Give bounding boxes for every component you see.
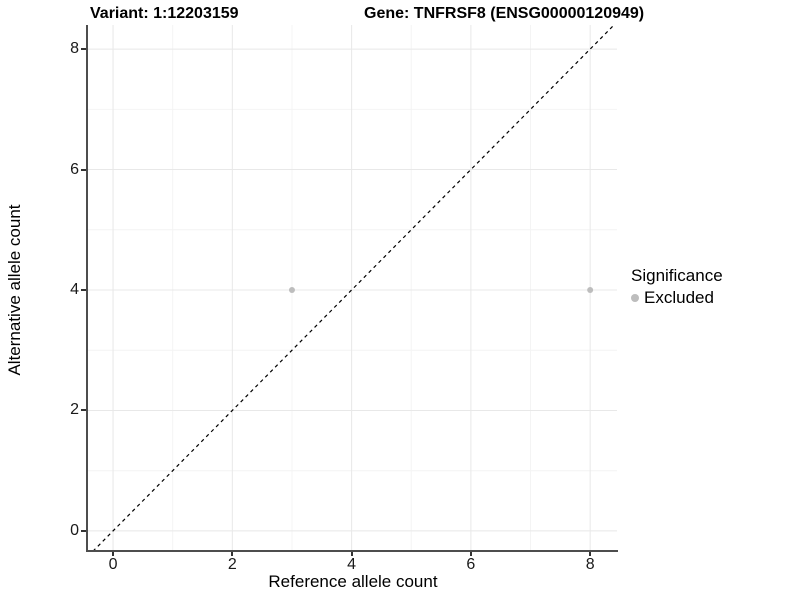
- y-tick-label: 6: [70, 160, 79, 178]
- y-tick-mark: [81, 529, 86, 532]
- y-tick-mark: [81, 48, 86, 51]
- legend-dot-icon: [631, 294, 639, 302]
- y-tick-label: 0: [70, 521, 79, 539]
- x-tick-label: 2: [227, 556, 237, 573]
- y-tick-mark: [81, 289, 86, 291]
- y-axis-title: Alternative allele count: [5, 204, 24, 376]
- plot-title-variant: Variant: 1:12203159: [90, 5, 239, 22]
- y-tick-label: 4: [70, 281, 79, 298]
- legend-title: Significance: [631, 266, 723, 285]
- legend: Significance Excluded: [631, 266, 723, 308]
- x-tick-label: 6: [466, 556, 476, 573]
- x-tick-label: 8: [585, 556, 595, 573]
- x-axis-title-text: Reference allele count: [268, 572, 438, 591]
- x-tick-mark: [112, 552, 115, 556]
- x-axis-title: Reference allele count: [0, 572, 800, 592]
- y-axis-line: [86, 25, 88, 552]
- identity-dashed-line: [91, 25, 615, 552]
- y-tick-label: 2: [70, 401, 79, 419]
- plot-panel: [88, 25, 617, 552]
- x-axis-line: [86, 550, 618, 552]
- data-point: [288, 287, 295, 294]
- data-point: [587, 287, 594, 294]
- legend-entry: Excluded: [631, 288, 723, 308]
- x-tick-mark: [469, 552, 472, 556]
- legend-entry-label: Excluded: [644, 288, 714, 307]
- plot-title-gene: Gene: TNFRSF8 (ENSG00000120949): [364, 5, 645, 22]
- x-tick-label: 0: [108, 556, 118, 573]
- y-tick-label: 8: [70, 40, 79, 58]
- x-tick-mark: [350, 552, 353, 556]
- y-tick-mark: [81, 168, 86, 171]
- x-tick-mark: [231, 552, 234, 556]
- x-tick-mark: [589, 552, 592, 556]
- legend-entries: Excluded: [631, 288, 723, 308]
- y-tick-mark: [81, 409, 86, 412]
- x-tick-label: 4: [347, 556, 357, 573]
